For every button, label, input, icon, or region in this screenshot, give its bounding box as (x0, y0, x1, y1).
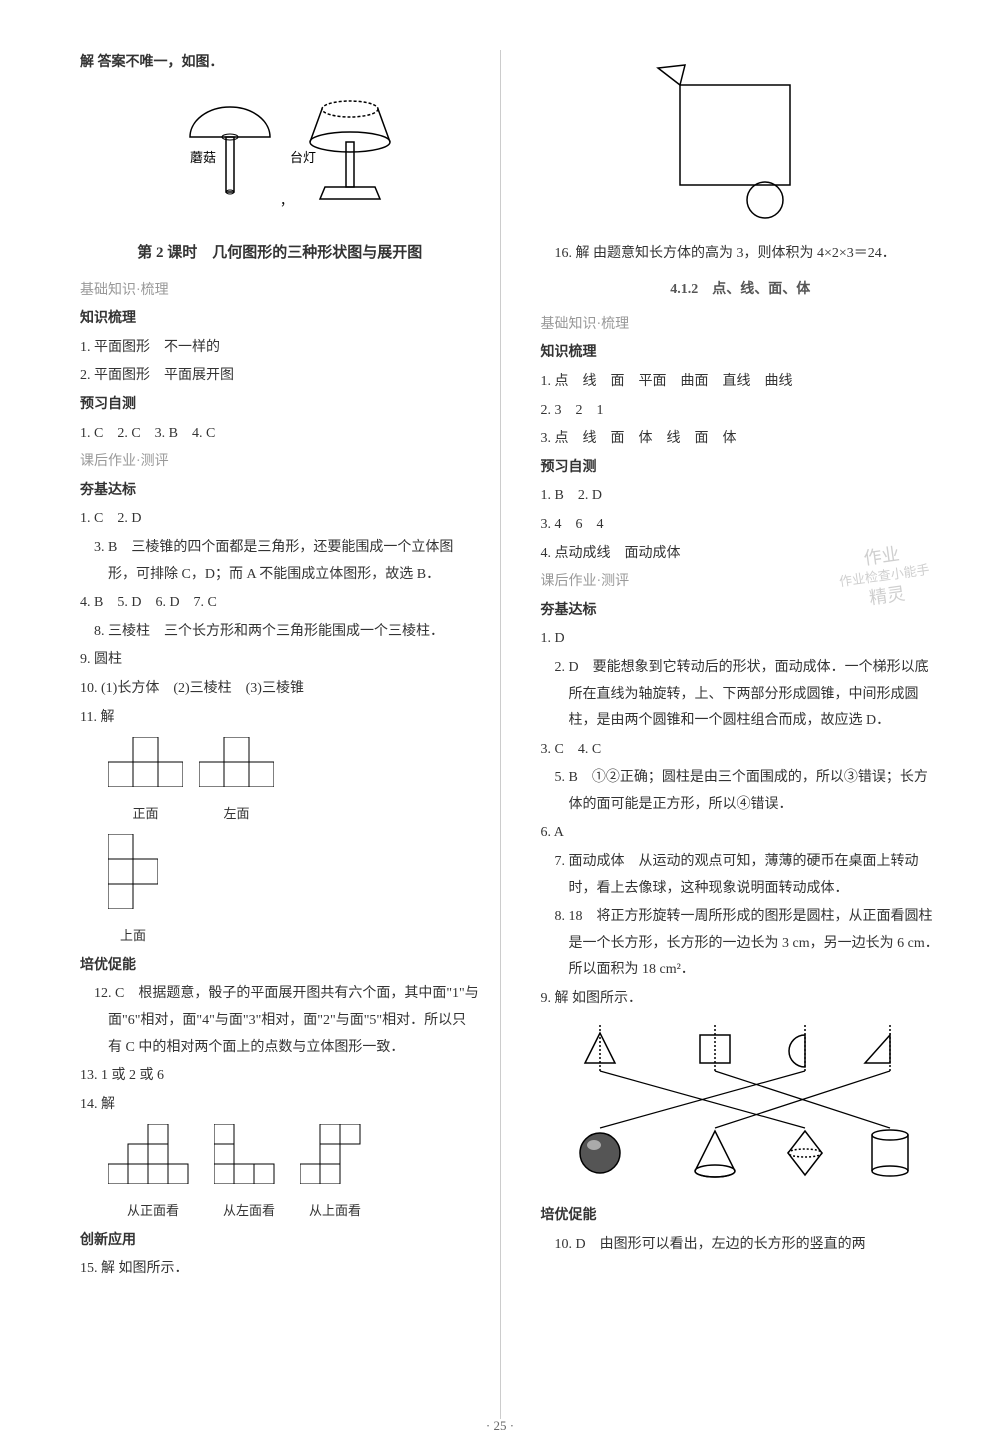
left-column: 解 答案不唯一，如图． 蘑菇 台灯 ， 第 2 课时 几何图形的三种形状图与 (80, 50, 501, 1419)
f4: 4. B 5. D 6. D 7. C (80, 590, 480, 617)
solution-note: 解 答案不唯一，如图． (80, 50, 480, 77)
rf3: 3. C 4. C (541, 737, 941, 764)
innovate-header: 创新应用 (80, 1228, 480, 1255)
top-label: 上面 (108, 924, 158, 949)
svg-text:，: ， (280, 193, 293, 208)
rf7: 7. 面动成体 从运动的观点可知，薄薄的硬币在桌面上转动时，看上去像球，这种现象… (541, 849, 941, 902)
r-preview-header: 预习自测 (541, 455, 941, 482)
lamp-label: 台灯 (290, 150, 316, 165)
rp3: 3. 4 6 4 (541, 512, 941, 539)
rf6: 6. A (541, 820, 941, 847)
re10: 10. D 由图形可以看出，左边的长方形的竖直的两 (541, 1232, 941, 1259)
k2: 2. 平面图形 平面展开图 (80, 363, 480, 390)
rf5: 5. B ①②正确；圆柱是由三个面围成的，所以③错误；长方体的面可能是正方形，所… (541, 765, 941, 818)
lesson-title: 第 2 课时 几何图形的三种形状图与展开图 (80, 239, 480, 268)
basic-header: 基础知识·梳理 (80, 278, 480, 305)
front-view-grid: 正面 (108, 737, 183, 826)
r-enhance-header: 培优促能 (541, 1203, 941, 1230)
matching-svg (550, 1023, 930, 1183)
front-label: 正面 (108, 802, 183, 827)
three-views-1: 正面 左面 (80, 733, 480, 953)
view-top-grid: 从上面看 (300, 1124, 370, 1223)
p1: 1. C 2. C 3. B 4. C (80, 421, 480, 448)
view-front-label: 从正面看 (108, 1199, 198, 1224)
view-top-label: 从上面看 (300, 1199, 370, 1224)
rf2: 2. D 要能想象到它转动后的形状，面动成体．一个梯形以底所在直线为轴旋转，上、… (541, 655, 941, 735)
page-number: · 25 · (486, 1414, 514, 1439)
homework-header: 课后作业·测评 (80, 449, 480, 476)
view-front-grid: 从正面看 (108, 1124, 198, 1223)
foundation-header: 夯基达标 (80, 478, 480, 505)
view-left-label: 从左面看 (214, 1199, 284, 1224)
right-column: 16. 解 由题意知长方体的高为 3，则体积为 4×2×3＝24． 4.1.2 … (531, 50, 941, 1419)
f3: 3. B 三棱锥的四个面都是三角形，还要能围成一个立体图形，可排除 C，D；而 … (80, 535, 480, 588)
mushroom-lamp-figure: 蘑菇 台灯 ， (80, 87, 480, 228)
i15: 15. 解 如图所示． (80, 1256, 480, 1283)
f1: 1. C 2. D (80, 506, 480, 533)
mushroom-label: 蘑菇 (190, 150, 216, 165)
f11: 11. 解 (80, 705, 480, 732)
car-shape-figure (541, 60, 941, 231)
preview-header: 预习自测 (80, 392, 480, 419)
k1: 1. 平面图形 不一样的 (80, 335, 480, 362)
right-section-title: 4.1.2 点、线、面、体 (541, 277, 941, 304)
three-views-2: 从正面看 从左面看 (80, 1120, 480, 1227)
view-left-grid: 从左面看 (214, 1124, 284, 1223)
r-knowledge-header: 知识梳理 (541, 340, 941, 367)
f9: 9. 圆柱 (80, 647, 480, 674)
rk3: 3. 点 线 面 体 线 面 体 (541, 426, 941, 453)
top-view-grid: 上面 (108, 834, 158, 948)
matching-figure (541, 1023, 941, 1194)
rf1: 1. D (541, 626, 941, 653)
enhance-header: 培优促能 (80, 953, 480, 980)
rk2: 2. 3 2 1 (541, 398, 941, 425)
rf9: 9. 解 如图所示． (541, 986, 941, 1013)
r-basic-header: 基础知识·梳理 (541, 312, 941, 339)
car-svg (650, 60, 830, 220)
knowledge-header: 知识梳理 (80, 306, 480, 333)
watermark: 作业 作业检查小能手 精灵 (835, 539, 934, 615)
rp1: 1. B 2. D (541, 483, 941, 510)
left-label: 左面 (199, 802, 274, 827)
r16: 16. 解 由题意知长方体的高为 3，则体积为 4×2×3＝24． (541, 241, 941, 268)
e13: 13. 1 或 2 或 6 (80, 1063, 480, 1090)
f10: 10. (1)长方体 (2)三棱柱 (3)三棱锥 (80, 676, 480, 703)
f8: 8. 三棱柱 三个长方形和两个三角形能围成一个三棱柱． (80, 619, 480, 646)
left-view-grid: 左面 (199, 737, 274, 826)
mushroom-lamp-svg: 蘑菇 台灯 ， (150, 87, 410, 217)
rf8: 8. 18 将正方形旋转一周所形成的图形是圆柱，从正面看圆柱是一个长方形，长方形… (541, 904, 941, 984)
rk1: 1. 点 线 面 平面 曲面 直线 曲线 (541, 369, 941, 396)
e12: 12. C 根据题意，骰子的平面展开图共有六个面，其中面"1"与面"6"相对，面… (80, 981, 480, 1061)
e14: 14. 解 (80, 1092, 480, 1119)
